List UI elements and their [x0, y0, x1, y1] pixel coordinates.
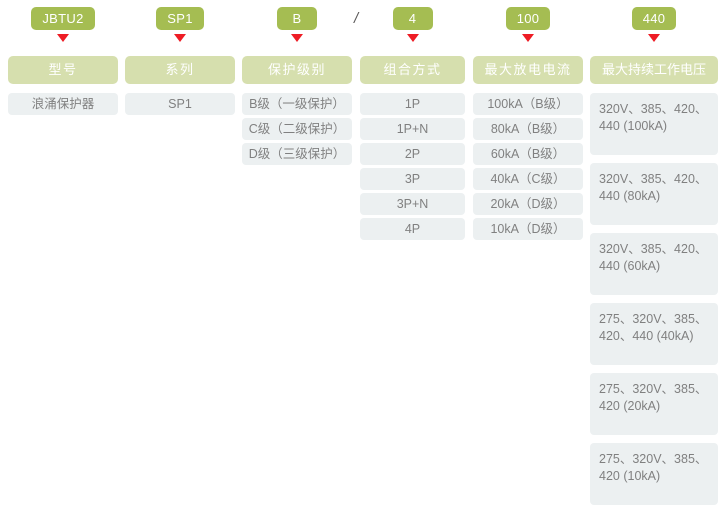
badge-series[interactable]: SP1	[156, 7, 204, 30]
badge-cell-series: SP1	[125, 0, 235, 50]
column-max-discharge-current: 最大放电电流 100kA（B级） 80kA（B级） 60kA（B级） 40kA（…	[473, 56, 583, 243]
column-items-max-discharge-current: 100kA（B级） 80kA（B级） 60kA（B级） 40kA（C级） 20k…	[473, 93, 583, 240]
badge-cell-max-discharge-current: 100	[473, 0, 583, 50]
column-header-combination: 组合方式	[360, 56, 465, 84]
badge-max-discharge-current[interactable]: 100	[505, 7, 551, 30]
badge-cell-protection-level: B	[242, 0, 352, 50]
list-item[interactable]: 2P	[360, 143, 465, 165]
badge-cell-combination: 4	[360, 0, 465, 50]
column-max-operating-voltage: 最大持续工作电压 320V、385、420、440 (100kA) 320V、3…	[590, 56, 718, 513]
list-item[interactable]: 10kA（D级）	[473, 218, 583, 240]
column-items-combination: 1P 1P+N 2P 3P 3P+N 4P	[360, 93, 465, 240]
list-item[interactable]: 320V、385、420、440 (60kA)	[590, 233, 718, 295]
down-arrow-icon	[522, 34, 534, 42]
list-item[interactable]: 1P+N	[360, 118, 465, 140]
down-arrow-icon	[291, 34, 303, 42]
list-item[interactable]: 275、320V、385、420 (10kA)	[590, 443, 718, 505]
list-item[interactable]: 275、320V、385、420 (20kA)	[590, 373, 718, 435]
down-arrow-icon	[174, 34, 186, 42]
list-item[interactable]: 320V、385、420、440 (100kA)	[590, 93, 718, 155]
column-combination: 组合方式 1P 1P+N 2P 3P 3P+N 4P	[360, 56, 465, 243]
list-item[interactable]: SP1	[125, 93, 235, 115]
column-items-model: 浪涌保护器	[8, 93, 118, 115]
list-item[interactable]: 60kA（B级）	[473, 143, 583, 165]
list-item[interactable]: 275、320V、385、420、440 (40kA)	[590, 303, 718, 365]
badge-protection-level[interactable]: B	[277, 7, 317, 30]
column-protection-level: 保护级别 B级（一级保护） C级（二级保护） D级（三级保护）	[242, 56, 352, 168]
badge-model[interactable]: JBTU2	[31, 7, 95, 30]
list-item[interactable]: C级（二级保护）	[242, 118, 352, 140]
list-item[interactable]: 100kA（B级）	[473, 93, 583, 115]
list-item[interactable]: 320V、385、420、440 (80kA)	[590, 163, 718, 225]
column-items-series: SP1	[125, 93, 235, 115]
list-item[interactable]: D级（三级保护）	[242, 143, 352, 165]
column-header-max-discharge-current: 最大放电电流	[473, 56, 583, 84]
down-arrow-icon	[648, 34, 660, 42]
badge-cell-max-operating-voltage: 440	[590, 0, 718, 50]
list-item[interactable]: 40kA（C级）	[473, 168, 583, 190]
down-arrow-icon	[57, 34, 69, 42]
down-arrow-icon	[406, 34, 419, 42]
column-header-protection-level: 保护级别	[242, 56, 352, 84]
list-item[interactable]: 3P+N	[360, 193, 465, 215]
column-model: 型号 浪涌保护器	[8, 56, 118, 118]
list-item[interactable]: 3P	[360, 168, 465, 190]
separator-slash: /	[354, 10, 359, 27]
list-item[interactable]: 4P	[360, 218, 465, 240]
column-header-max-operating-voltage: 最大持续工作电压	[590, 56, 718, 84]
list-item[interactable]: 1P	[360, 93, 465, 115]
column-items-max-operating-voltage: 320V、385、420、440 (100kA) 320V、385、420、44…	[590, 93, 718, 505]
badge-combination[interactable]: 4	[392, 7, 433, 30]
list-item[interactable]: 80kA（B级）	[473, 118, 583, 140]
badge-row: JBTU2 SP1 B / 4 100 440	[0, 0, 718, 50]
list-item[interactable]: 浪涌保护器	[8, 93, 118, 115]
column-series: 系列 SP1	[125, 56, 235, 118]
column-header-model: 型号	[8, 56, 118, 84]
list-item[interactable]: 20kA（D级）	[473, 193, 583, 215]
column-items-protection-level: B级（一级保护） C级（二级保护） D级（三级保护）	[242, 93, 352, 165]
list-item[interactable]: B级（一级保护）	[242, 93, 352, 115]
badge-max-operating-voltage[interactable]: 440	[631, 7, 677, 30]
badge-cell-model: JBTU2	[8, 0, 118, 50]
column-header-series: 系列	[125, 56, 235, 84]
